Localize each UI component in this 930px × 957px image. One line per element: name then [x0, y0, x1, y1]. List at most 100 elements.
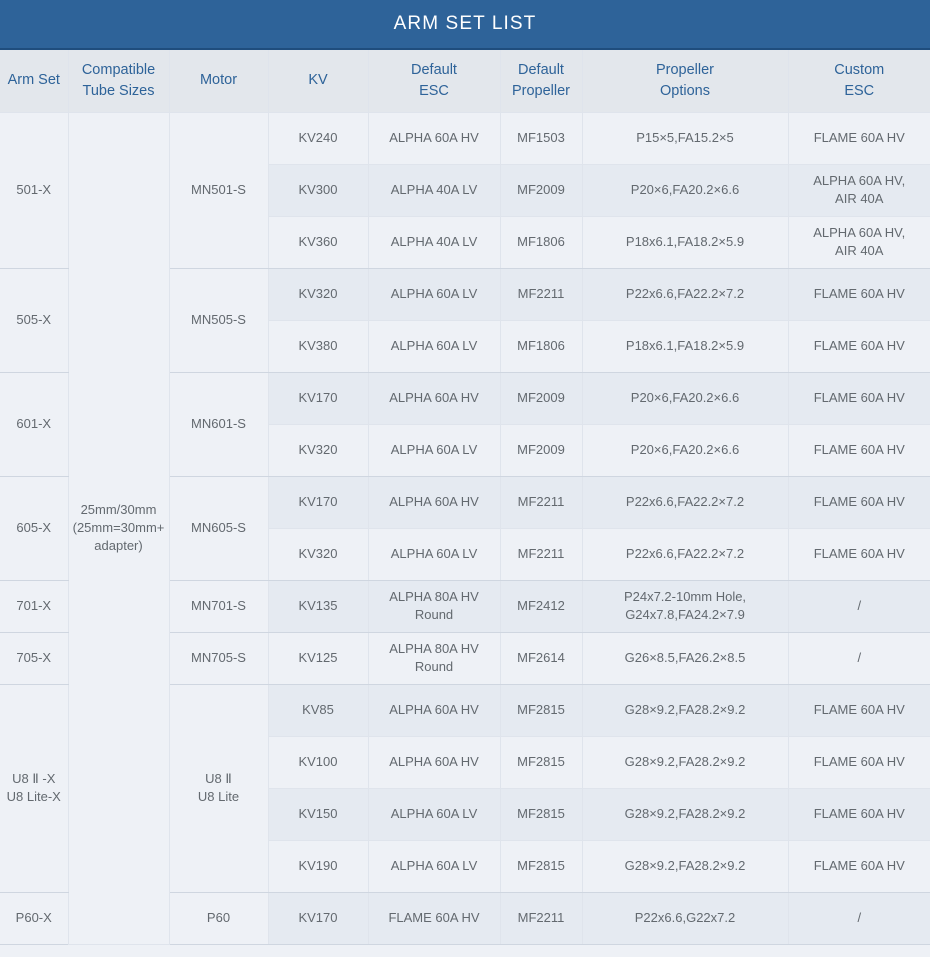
column-header-default-propeller: Default Propeller — [500, 50, 583, 113]
cell-propeller-options: P18x6.1,FA18.2×5.9 — [582, 216, 789, 269]
cell-default-esc: ALPHA 80A HV Round — [368, 632, 501, 685]
cell-propeller-options: P20×6,FA20.2×6.6 — [582, 164, 789, 217]
cell-default-esc: ALPHA 60A LV — [368, 424, 501, 477]
cell-default-propeller: MF2614 — [500, 632, 583, 685]
cell-custom-esc: / — [788, 632, 930, 685]
cell-custom-esc: FLAME 60A HV — [788, 320, 930, 373]
cell-default-propeller: MF1806 — [500, 320, 583, 373]
cell-default-esc: ALPHA 40A LV — [368, 164, 501, 217]
cell-motor: MN601-S — [169, 372, 269, 477]
cell-arm-set: 701-X — [0, 580, 69, 633]
table-row: 601-X MN601-S KV170 ALPHA 60A HV MF2009 P20×6… — [0, 372, 930, 477]
table-row: 605-X MN605-S KV170 ALPHA 60A HV MF2211 P22x6… — [0, 476, 930, 581]
table-row: 505-X MN505-S KV320 ALPHA 60A LV MF2211 P22x6… — [0, 268, 930, 373]
column-header-motor: Motor — [169, 50, 269, 113]
cell-custom-esc: ALPHA 60A HV, AIR 40A — [788, 164, 930, 217]
cell-custom-esc: FLAME 60A HV — [788, 840, 930, 893]
cell-default-propeller: MF2815 — [500, 684, 583, 737]
cell-propeller-options: G28×9.2,FA28.2×9.2 — [582, 788, 789, 841]
column-header-kv: KV — [268, 50, 369, 113]
cell-default-propeller: MF2211 — [500, 528, 583, 581]
cell-custom-esc: FLAME 60A HV — [788, 684, 930, 737]
cell-default-propeller: MF2211 — [500, 268, 583, 321]
cell-kv: KV85 — [268, 684, 369, 737]
cell-propeller-options: P15×5,FA15.2×5 — [582, 112, 789, 165]
cell-propeller-options: P22x6.6,FA22.2×7.2 — [582, 268, 789, 321]
cell-default-esc: ALPHA 80A HV Round — [368, 580, 501, 633]
cell-custom-esc: ALPHA 60A HV, AIR 40A — [788, 216, 930, 269]
cell-arm-set: 501-X — [0, 112, 69, 269]
table-row: KV300 ALPHA 40A LV MF2009 P20×6,FA20.2×6.6 A… — [0, 164, 930, 217]
cell-kv: KV150 — [268, 788, 369, 841]
column-header-custom-esc: Custom ESC — [788, 50, 930, 113]
cell-default-propeller: MF2815 — [500, 840, 583, 893]
title-bar: ARM SET LIST — [0, 0, 930, 50]
cell-default-propeller: MF2211 — [500, 892, 583, 945]
cell-default-esc: FLAME 60A HV — [368, 892, 501, 945]
cell-arm-set: P60-X — [0, 892, 69, 945]
cell-default-esc: ALPHA 40A LV — [368, 216, 501, 269]
cell-kv: KV170 — [268, 476, 369, 529]
table-row: 701-X MN701-S KV135 ALPHA 80A HV Round MF241… — [0, 580, 930, 633]
table-row: KV320 ALPHA 60A LV MF2211 P22x6.6,FA22.2×7.… — [0, 528, 930, 581]
arm-set-table: Arm Set Compatible Tube Sizes Motor KV D… — [0, 50, 930, 945]
cell-custom-esc: FLAME 60A HV — [788, 476, 930, 529]
cell-default-propeller: MF1503 — [500, 112, 583, 165]
table-row: 501-X 25mm/30mm (25mm=30mm+ adapter) MN501… — [0, 112, 930, 945]
cell-arm-set: 601-X — [0, 372, 69, 477]
table-row: U8 Ⅱ -X U8 Lite-X U8 Ⅱ U8 Lite KV85 ALPHA 6… — [0, 684, 930, 893]
table-header: Arm Set Compatible Tube Sizes Motor KV D… — [0, 50, 930, 113]
table-row: P60-X P60 KV170 FLAME 60A HV MF2211 P22x6.6,G… — [0, 892, 930, 945]
cell-motor: P60 — [169, 892, 269, 945]
cell-custom-esc: FLAME 60A HV — [788, 112, 930, 165]
cell-custom-esc: FLAME 60A HV — [788, 788, 930, 841]
cell-default-esc: ALPHA 60A HV — [368, 736, 501, 789]
cell-default-esc: ALPHA 60A LV — [368, 268, 501, 321]
cell-custom-esc: FLAME 60A HV — [788, 268, 930, 321]
column-header-default-esc: Default ESC — [368, 50, 501, 113]
cell-arm-set: 605-X — [0, 476, 69, 581]
cell-motor: MN705-S — [169, 632, 269, 685]
cell-propeller-options: P18x6.1,FA18.2×5.9 — [582, 320, 789, 373]
table-header-row: Arm Set Compatible Tube Sizes Motor KV D… — [0, 50, 930, 113]
cell-default-esc: ALPHA 60A HV — [368, 112, 501, 165]
cell-kv: KV320 — [268, 424, 369, 477]
cell-kv: KV100 — [268, 736, 369, 789]
cell-propeller-options: G28×9.2,FA28.2×9.2 — [582, 840, 789, 893]
cell-propeller-options: G28×9.2,FA28.2×9.2 — [582, 684, 789, 737]
cell-propeller-options: P20×6,FA20.2×6.6 — [582, 424, 789, 477]
column-header-propeller-options: Propeller Options — [582, 50, 789, 113]
cell-default-propeller: MF2009 — [500, 424, 583, 477]
cell-custom-esc: FLAME 60A HV — [788, 528, 930, 581]
table-row: KV100 ALPHA 60A HV MF2815 G28×9.2,FA28.2×9.… — [0, 736, 930, 789]
cell-default-esc: ALPHA 60A HV — [368, 372, 501, 425]
column-header-tube-sizes: Compatible Tube Sizes — [68, 50, 170, 113]
cell-kv: KV360 — [268, 216, 369, 269]
cell-default-esc: ALPHA 60A LV — [368, 840, 501, 893]
cell-propeller-options: P20×6,FA20.2×6.6 — [582, 372, 789, 425]
cell-default-esc: ALPHA 60A HV — [368, 684, 501, 737]
cell-default-propeller: MF2815 — [500, 788, 583, 841]
cell-kv: KV320 — [268, 268, 369, 321]
cell-default-propeller: MF2412 — [500, 580, 583, 633]
cell-motor: MN701-S — [169, 580, 269, 633]
cell-motor: MN605-S — [169, 476, 269, 581]
cell-propeller-options: P22x6.6,FA22.2×7.2 — [582, 476, 789, 529]
cell-kv: KV170 — [268, 372, 369, 425]
cell-motor: MN505-S — [169, 268, 269, 373]
cell-default-propeller: MF2009 — [500, 372, 583, 425]
cell-kv: KV240 — [268, 112, 369, 165]
cell-motor: MN501-S — [169, 112, 269, 269]
cell-custom-esc: / — [788, 892, 930, 945]
cell-kv: KV320 — [268, 528, 369, 581]
cell-arm-set: 505-X — [0, 268, 69, 373]
cell-kv: KV300 — [268, 164, 369, 217]
cell-custom-esc: FLAME 60A HV — [788, 424, 930, 477]
cell-kv: KV170 — [268, 892, 369, 945]
column-header-arm-set: Arm Set — [0, 50, 69, 113]
cell-arm-set: U8 Ⅱ -X U8 Lite-X — [0, 684, 69, 893]
cell-default-propeller: MF2815 — [500, 736, 583, 789]
cell-kv: KV125 — [268, 632, 369, 685]
table-row: KV190 ALPHA 60A LV MF2815 G28×9.2,FA28.2×9.… — [0, 840, 930, 893]
